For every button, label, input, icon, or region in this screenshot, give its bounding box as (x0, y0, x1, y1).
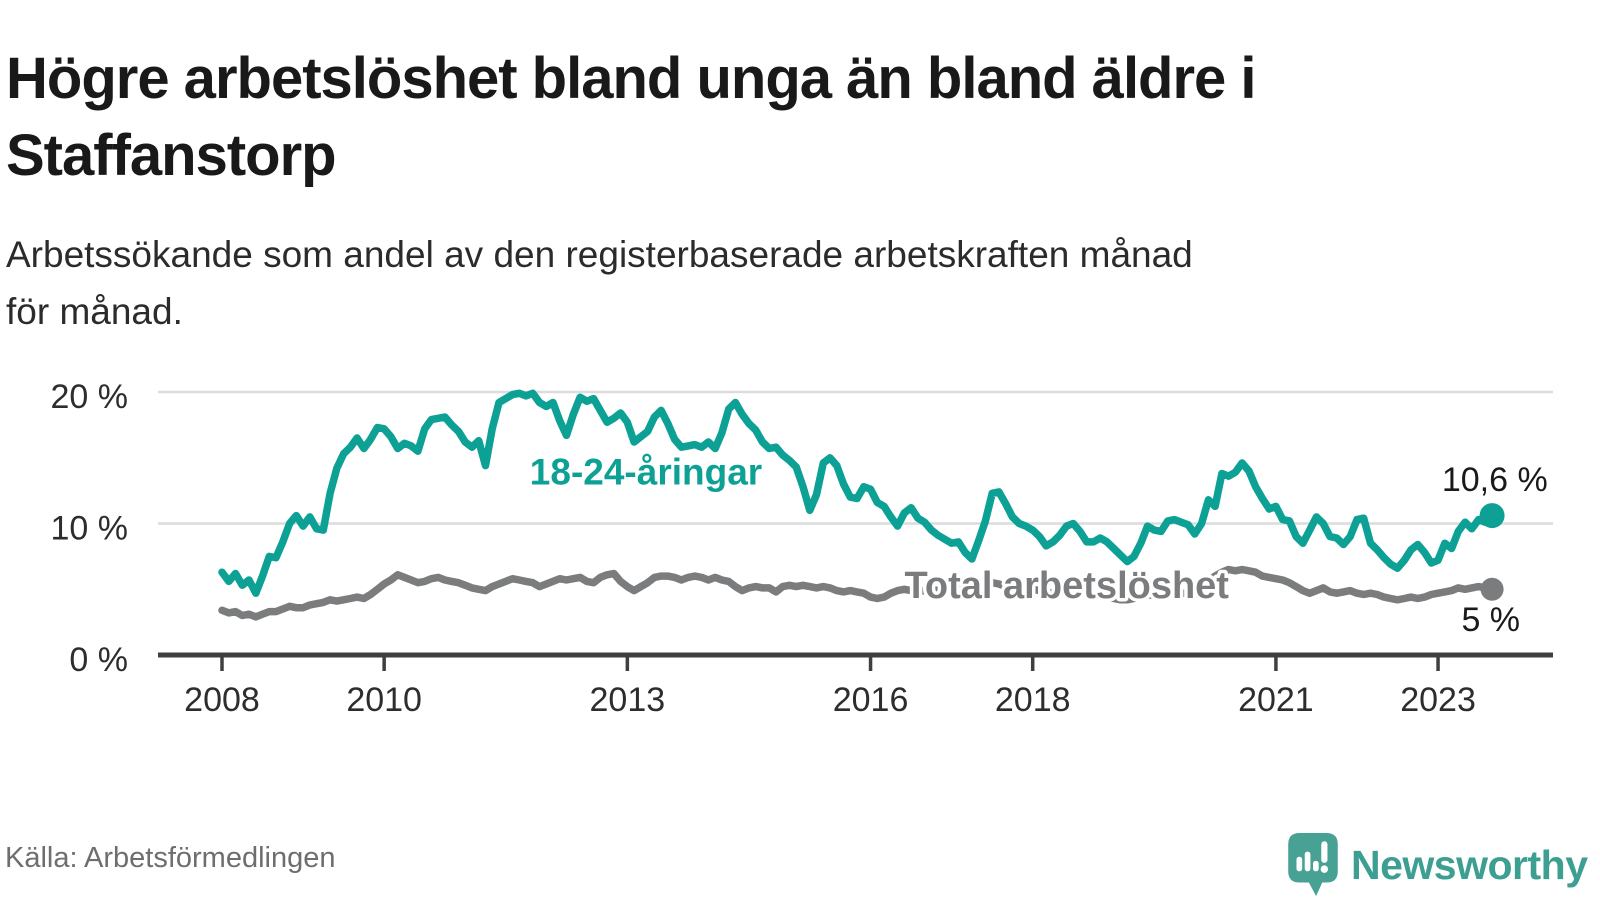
end-value-label-18-24-åringar: 10,6 % (1442, 461, 1548, 499)
series-label-Total arbetslöshet: Total arbetslöshet (905, 565, 1230, 607)
x-tick-label-2021: 2021 (1238, 681, 1314, 719)
x-tick-label-2013: 2013 (590, 681, 666, 719)
x-tick-label-2018: 2018 (995, 681, 1071, 719)
x-tick-label-2008: 2008 (184, 681, 260, 719)
series-label-18-24-åringar: 18-24-åringar (530, 452, 762, 493)
y-tick-label-10: 10 % (51, 510, 129, 548)
end-value-label-Total arbetslöshet: 5 % (1461, 601, 1520, 639)
newsworthy-brand-text: Newsworthy (1351, 841, 1588, 888)
x-tick-label-2023: 2023 (1400, 681, 1476, 719)
y-tick-label-0: 0 % (69, 641, 128, 679)
series-line-Total arbetslöshet (218, 565, 1496, 621)
page-title-line-2: Staffanstorp (6, 122, 337, 188)
series-line-18-24-åringar (218, 389, 1496, 597)
y-tick-label-20: 20 % (51, 378, 129, 416)
x-tick-label-2010: 2010 (346, 681, 422, 719)
page-title-line-1: Högre arbetslöshet bland unga än bland ä… (6, 45, 1257, 111)
end-dot-Total arbetslöshet (1480, 577, 1504, 601)
end-dot-18-24-åringar (1479, 503, 1505, 529)
page-subtitle: Arbetssökande som andel av den registerb… (6, 226, 1193, 340)
source-note: Källa: Arbetsförmedlingen (5, 842, 336, 874)
page-subtitle-line-1: Arbetssökande som andel av den registerb… (6, 234, 1193, 275)
x-tick-label-2016: 2016 (833, 681, 909, 719)
page-subtitle-line-2: för månad. (6, 291, 183, 332)
newsworthy-logo-icon (1288, 833, 1338, 896)
newsworthy-brand: Newsworthy (1288, 833, 1588, 897)
page-title: Högre arbetslöshet bland unga än bland ä… (6, 40, 1257, 194)
